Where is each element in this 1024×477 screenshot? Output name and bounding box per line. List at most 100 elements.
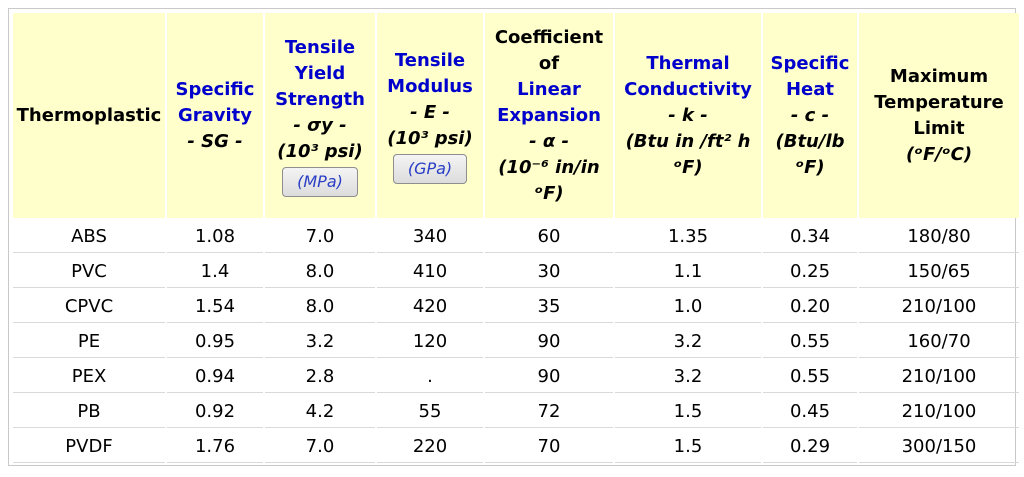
column-header-0: Thermoplastic (13, 13, 165, 218)
value-cell: 1.1 (615, 255, 761, 288)
table-container: Thermoplastic Specific Gravity - SG - Tensil… (8, 8, 1019, 466)
value-cell: 72 (485, 395, 613, 428)
value-cell: 7.0 (265, 430, 375, 463)
value-cell: 150/65 (859, 255, 1019, 288)
value-cell: 160/70 (859, 325, 1019, 358)
column-header-line: Linear (517, 78, 581, 100)
column-header-line: Tensile (284, 36, 356, 58)
value-cell: 3.2 (615, 360, 761, 393)
value-cell: 70 (485, 430, 613, 463)
material-name-cell: PVC (13, 255, 165, 288)
header-row: Thermoplastic Specific Gravity - SG - Tensil… (13, 13, 1019, 218)
column-header-line: Strength (275, 88, 365, 110)
column-header-7: Maximum Temperature Limit (ᵒF/ᵒC) (859, 13, 1019, 218)
column-header-1: Specific Gravity - SG - (167, 13, 263, 218)
column-header-line: - SG - (187, 130, 243, 152)
unit-toggle-button[interactable]: (GPa) (392, 153, 468, 184)
value-cell: 90 (485, 325, 613, 358)
value-cell: 1.08 (167, 220, 263, 253)
column-header-line: Heat (785, 78, 835, 100)
material-name-cell: PVDF (13, 430, 165, 463)
column-header-2: Tensile Yield Strength - σy - (10³ psi) (MPa) (265, 13, 375, 218)
value-cell: 1.35 (615, 220, 761, 253)
value-cell: 2.8 (265, 360, 375, 393)
value-cell: 1.0 (615, 290, 761, 323)
value-cell: 300/150 (859, 430, 1019, 463)
column-header-line: (Btu/lb (775, 130, 845, 152)
value-cell: 8.0 (265, 255, 375, 288)
value-cell: 0.25 (763, 255, 857, 288)
value-cell: 0.29 (763, 430, 857, 463)
column-header-6: Specific Heat - c - (Btu/lb ᵒF) (763, 13, 857, 218)
value-cell: 90 (485, 360, 613, 393)
value-cell: 0.94 (167, 360, 263, 393)
column-header-line: Expansion (497, 104, 601, 126)
value-cell: 1.54 (167, 290, 263, 323)
value-cell: 1.4 (167, 255, 263, 288)
column-header-line: (10⁻⁶ in/in (498, 156, 600, 178)
value-cell: 0.20 (763, 290, 857, 323)
column-header-line: - c - (790, 104, 830, 126)
material-name-cell: PE (13, 325, 165, 358)
value-cell: 340 (377, 220, 483, 253)
column-header-line: Limit (913, 117, 965, 139)
table-row: PVDF 1.76 7.0 220 70 1.5 0.29 300/150 (13, 430, 1019, 463)
value-cell: 210/100 (859, 360, 1019, 393)
column-header-line: (10³ psi) (387, 127, 473, 149)
column-header-line: Specific (770, 52, 850, 74)
table-row: PB 0.92 4.2 55 72 1.5 0.45 210/100 (13, 395, 1019, 428)
column-header-line: Thermoplastic (16, 104, 162, 126)
value-cell: 4.2 (265, 395, 375, 428)
column-header-line: - E - (410, 101, 450, 123)
value-cell: 420 (377, 290, 483, 323)
column-header-line: ᵒF) (795, 156, 825, 178)
value-cell: 0.55 (763, 360, 857, 393)
column-header-line: Yield (294, 62, 346, 84)
column-header-line: Modulus (387, 75, 473, 97)
column-header-line: Specific (175, 78, 255, 100)
column-header-line: (10³ psi) (277, 140, 363, 162)
value-cell: 0.34 (763, 220, 857, 253)
table-row: PE 0.95 3.2 120 90 3.2 0.55 160/70 (13, 325, 1019, 358)
column-header-line: Maximum (889, 65, 989, 87)
value-cell: 30 (485, 255, 613, 288)
value-cell: 3.2 (265, 325, 375, 358)
column-header-line: Temperature (874, 91, 1004, 113)
column-header-line: - α - (529, 130, 569, 152)
column-header-line: - k - (668, 104, 708, 126)
material-name-cell: PEX (13, 360, 165, 393)
material-name-cell: ABS (13, 220, 165, 253)
column-header-4: Coefficient of Linear Expansion - α - (10⁻⁶ i… (485, 13, 613, 218)
column-header-line: ᵒF) (534, 182, 564, 204)
value-cell: 3.2 (615, 325, 761, 358)
column-header-3: Tensile Modulus - E - (10³ psi) (GPa) (377, 13, 483, 218)
value-cell: 410 (377, 255, 483, 288)
table-body: ABS 1.08 7.0 340 60 1.35 0.34 180/80 PVC 1.4 8.0 41… (13, 220, 1019, 463)
column-header-line: Thermal (646, 52, 730, 74)
unit-toggle-button[interactable]: (MPa) (282, 166, 358, 197)
table-row: CPVC 1.54 8.0 420 35 1.0 0.20 210/100 (13, 290, 1019, 323)
column-header-line: Gravity (177, 104, 253, 126)
material-name-cell: CPVC (13, 290, 165, 323)
value-cell: 0.45 (763, 395, 857, 428)
value-cell: 1.5 (615, 395, 761, 428)
value-cell: 0.55 (763, 325, 857, 358)
value-cell: 7.0 (265, 220, 375, 253)
value-cell: 0.95 (167, 325, 263, 358)
value-cell: 210/100 (859, 290, 1019, 323)
value-cell: 210/100 (859, 395, 1019, 428)
table-row: PEX 0.94 2.8. 90 3.2 0.55 210/100 (13, 360, 1019, 393)
value-cell: 180/80 (859, 220, 1019, 253)
thermoplastics-properties-table: Thermoplastic Specific Gravity - SG - Tensil… (11, 11, 1021, 465)
value-cell: . (377, 360, 483, 393)
table-row: ABS 1.08 7.0 340 60 1.35 0.34 180/80 (13, 220, 1019, 253)
column-header-line: Coefficient (494, 26, 604, 48)
value-cell: 55 (377, 395, 483, 428)
column-header-line: Conductivity (624, 78, 752, 100)
column-header-line: (ᵒF/ᵒC) (905, 143, 973, 165)
column-header-line: ᵒF) (673, 156, 703, 178)
value-cell: 8.0 (265, 290, 375, 323)
column-header-line: Tensile (394, 49, 466, 71)
value-cell: 1.76 (167, 430, 263, 463)
value-cell: 60 (485, 220, 613, 253)
